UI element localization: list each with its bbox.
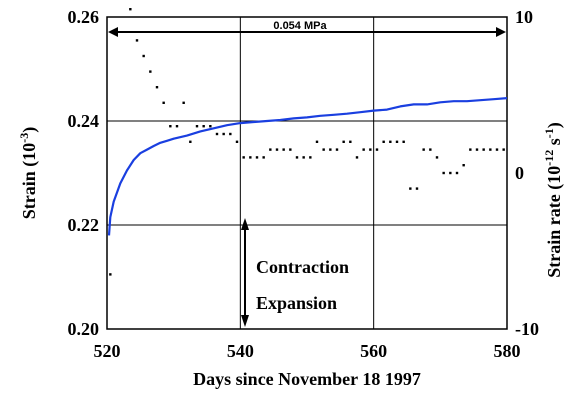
strain-rate-point (429, 148, 432, 151)
right-tick-labels: -10 0 10 (515, 7, 539, 339)
contraction-label: Contraction (256, 257, 349, 277)
strain-rate-point (389, 140, 392, 143)
strain-series (107, 97, 508, 236)
strain-rate-point (249, 156, 252, 159)
x-tick-label: 540 (227, 341, 254, 361)
right-tick-label: 10 (515, 7, 533, 27)
strain-rate-point (475, 148, 479, 151)
strain-rate-point (215, 132, 219, 136)
left-axis-label: Strain (10-3) (17, 127, 40, 220)
x-tick-labels: 520 540 560 580 (94, 341, 521, 361)
strain-rate-point (342, 140, 345, 143)
strain-rate-point (369, 148, 372, 151)
strain-rate-point (502, 148, 505, 151)
strain-rate-point (109, 273, 112, 276)
strain-rate-point (262, 156, 265, 159)
strain-rate-point (315, 140, 319, 143)
strain-rate-point (489, 148, 492, 151)
left-tick-label: 0.20 (68, 319, 100, 339)
right-tick-label: 0 (515, 163, 524, 183)
strain-rate-point (402, 140, 405, 143)
strain-rate-point (169, 125, 172, 128)
left-tick-labels: 0.20 0.22 0.24 0.26 (68, 7, 100, 339)
stress-span-arrow (108, 27, 506, 37)
strain-rate-point (309, 156, 312, 159)
strain-rate-point (282, 148, 285, 151)
strain-rate-point (209, 125, 212, 128)
strain-rate-point (242, 156, 245, 159)
strain-rate-point (195, 125, 199, 128)
x-tick-label: 580 (494, 341, 521, 361)
strain-rate-point (455, 171, 459, 175)
grid-lines (106, 16, 508, 330)
left-tick-label: 0.24 (68, 111, 100, 131)
strain-rate-point (349, 140, 352, 143)
strain-rate-point (129, 8, 132, 11)
strain-rate-point (469, 148, 472, 151)
strain-rate-point (202, 125, 205, 128)
strain-rate-point (302, 156, 305, 159)
strain-rate-point (355, 156, 359, 159)
strain-rate-point (142, 54, 145, 58)
strain-rate-point (255, 156, 259, 159)
plot-area (106, 16, 508, 330)
strain-rate-point (182, 101, 185, 104)
strain-rate-point (442, 171, 445, 175)
strain-rate-point (415, 187, 419, 190)
strain-rate-point (229, 132, 232, 136)
strain-line (107, 97, 508, 236)
strain-rate-point (235, 140, 239, 143)
x-tick-label: 520 (94, 341, 121, 361)
strain-rate-point (222, 132, 225, 136)
strain-rate-point (155, 86, 159, 89)
expansion-label: Expansion (256, 293, 337, 313)
strain-rate-point (335, 148, 339, 151)
strain-rate-point (409, 187, 412, 190)
strain-rate-series (109, 8, 505, 276)
strain-rate-point (375, 148, 379, 151)
strain-rate-point (289, 148, 292, 151)
strain-rate-point (175, 125, 179, 128)
strain-rate-point (269, 148, 272, 151)
right-axis-label: Strain rate (10-12 s-1) (542, 122, 565, 278)
strain-rate-point (149, 70, 152, 73)
strain-rate-point (189, 140, 192, 143)
stress-label: 0.054 MPa (273, 20, 327, 32)
strain-rate-point (462, 164, 465, 167)
x-axis-label: Days since November 18 1997 (193, 369, 421, 389)
left-tick-label: 0.22 (68, 215, 100, 235)
strain-rate-point (449, 171, 452, 175)
strain-rate-point (422, 148, 425, 151)
left-tick-label: 0.26 (68, 7, 100, 27)
strain-rate-point (482, 148, 485, 151)
x-tick-label: 560 (360, 341, 387, 361)
strain-rate-point (362, 148, 365, 151)
strain-rate-point (395, 140, 399, 143)
strain-rate-point (435, 156, 439, 159)
right-tick-label: -10 (515, 319, 539, 339)
strain-rate-point (495, 148, 499, 151)
strain-rate-point (329, 148, 332, 151)
strain-rate-point (295, 156, 299, 159)
strain-rate-point (162, 101, 165, 104)
strain-rate-point (275, 148, 279, 151)
contraction-expansion-arrow (241, 218, 249, 327)
strain-rate-point (382, 140, 385, 143)
strain-rate-point (135, 39, 139, 42)
strain-rate-point (322, 148, 325, 151)
